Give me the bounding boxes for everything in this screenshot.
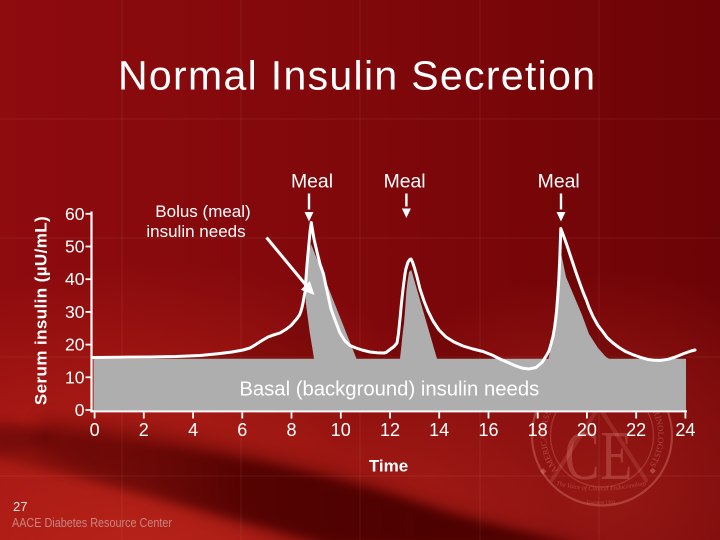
svg-text:27: 27 <box>13 499 27 514</box>
svg-text:14: 14 <box>429 420 449 440</box>
svg-text:30: 30 <box>65 302 85 322</box>
svg-text:18: 18 <box>528 420 548 440</box>
svg-text:Bolus (meal): Bolus (meal) <box>155 202 250 221</box>
svg-text:12: 12 <box>380 420 400 440</box>
svg-text:Meal: Meal <box>538 171 580 193</box>
svg-text:2: 2 <box>139 420 149 440</box>
svg-text:20: 20 <box>577 420 597 440</box>
svg-text:0: 0 <box>75 400 85 420</box>
svg-text:24: 24 <box>675 420 695 440</box>
svg-text:Meal: Meal <box>384 171 426 193</box>
svg-text:Normal Insulin Secretion: Normal Insulin Secretion <box>118 53 595 99</box>
svg-text:Meal: Meal <box>291 171 333 193</box>
svg-text:16: 16 <box>478 420 498 440</box>
svg-text:6: 6 <box>237 420 247 440</box>
svg-text:22: 22 <box>626 420 646 440</box>
svg-text:10: 10 <box>65 367 85 387</box>
svg-text:Basal (background) insulin nee: Basal (background) insulin needs <box>239 379 539 401</box>
svg-text:50: 50 <box>65 237 85 257</box>
svg-text:10: 10 <box>331 420 351 440</box>
svg-text:60: 60 <box>65 204 85 224</box>
svg-text:40: 40 <box>65 269 85 289</box>
svg-text:CE: CE <box>565 418 634 495</box>
svg-text:Serum insulin (µU/mL): Serum insulin (µU/mL) <box>32 216 51 405</box>
svg-text:Founded 1991: Founded 1991 <box>587 501 616 506</box>
svg-text:4: 4 <box>188 420 198 440</box>
svg-text:0: 0 <box>90 420 100 440</box>
svg-text:AACE Diabetes Resource Center: AACE Diabetes Resource Center <box>12 515 173 530</box>
svg-text:insulin needs: insulin needs <box>146 222 245 241</box>
svg-text:8: 8 <box>286 420 296 440</box>
svg-text:Time: Time <box>369 457 408 476</box>
svg-text:20: 20 <box>65 335 85 355</box>
